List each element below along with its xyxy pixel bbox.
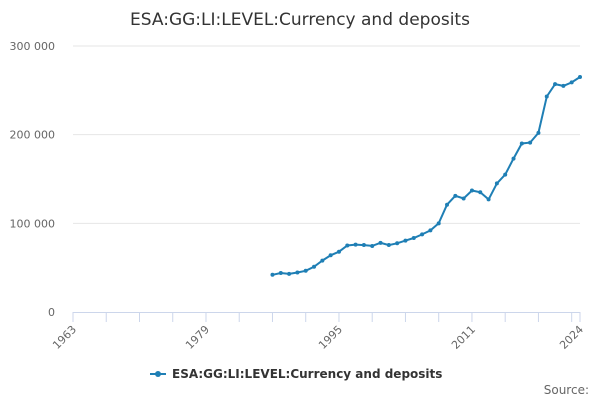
legend-series-label: ESA:GG:LI:LEVEL:Currency and deposits bbox=[172, 367, 442, 381]
data-point[interactable] bbox=[361, 243, 366, 248]
data-point[interactable] bbox=[320, 258, 325, 263]
y-tick-label: 100 000 bbox=[10, 217, 56, 230]
data-point[interactable] bbox=[528, 140, 533, 145]
data-point[interactable] bbox=[461, 196, 466, 201]
x-tick-label: 2011 bbox=[449, 323, 478, 352]
data-point[interactable] bbox=[544, 94, 549, 99]
data-point[interactable] bbox=[395, 241, 400, 246]
y-tick-label: 0 bbox=[48, 306, 55, 319]
data-point[interactable] bbox=[345, 243, 350, 248]
data-point[interactable] bbox=[494, 181, 499, 186]
y-axis-ticks: 0 100 000 200 000 300 000 bbox=[10, 40, 56, 319]
data-point[interactable] bbox=[503, 172, 508, 177]
data-point[interactable] bbox=[312, 264, 317, 269]
series-line bbox=[272, 76, 581, 276]
data-point[interactable] bbox=[436, 221, 441, 226]
data-point[interactable] bbox=[486, 197, 491, 202]
y-tick-label: 200 000 bbox=[10, 129, 56, 142]
x-tick-label: 2024 bbox=[557, 323, 586, 352]
series-layer bbox=[270, 75, 582, 277]
legend[interactable]: ESA:GG:LI:LEVEL:Currency and deposits bbox=[150, 367, 442, 381]
data-point[interactable] bbox=[453, 193, 458, 198]
data-point[interactable] bbox=[295, 270, 300, 275]
data-point[interactable] bbox=[511, 156, 516, 161]
data-point[interactable] bbox=[336, 249, 341, 254]
data-point[interactable] bbox=[428, 228, 433, 233]
data-point[interactable] bbox=[270, 272, 275, 277]
data-point[interactable] bbox=[561, 83, 566, 88]
data-point[interactable] bbox=[403, 238, 408, 243]
data-point[interactable] bbox=[519, 141, 524, 146]
data-point[interactable] bbox=[411, 235, 416, 240]
data-point[interactable] bbox=[578, 75, 582, 80]
data-point[interactable] bbox=[386, 243, 391, 248]
y-tick-label: 300 000 bbox=[10, 40, 56, 53]
data-point[interactable] bbox=[420, 232, 425, 237]
data-point[interactable] bbox=[370, 243, 375, 248]
x-tick-label: 1963 bbox=[50, 323, 79, 352]
x-tick-label: 1995 bbox=[316, 323, 345, 352]
source-label: Source: bbox=[544, 383, 589, 397]
data-point[interactable] bbox=[536, 130, 541, 135]
data-point[interactable] bbox=[353, 242, 358, 247]
data-point[interactable] bbox=[278, 270, 283, 275]
x-tick-label: 1979 bbox=[183, 323, 212, 352]
data-point[interactable] bbox=[303, 268, 308, 273]
data-point[interactable] bbox=[445, 202, 450, 207]
data-point[interactable] bbox=[569, 80, 574, 85]
data-point[interactable] bbox=[478, 190, 483, 195]
data-point[interactable] bbox=[469, 188, 474, 193]
legend-point-marker bbox=[155, 371, 161, 377]
data-point[interactable] bbox=[553, 82, 558, 87]
x-axis: 1963 1979 1995 2011 2024 bbox=[50, 312, 586, 352]
grid-layer bbox=[73, 45, 580, 224]
chart-title: ESA:GG:LI:LEVEL:Currency and deposits bbox=[130, 10, 470, 30]
data-point[interactable] bbox=[378, 240, 383, 245]
data-point[interactable] bbox=[287, 271, 292, 276]
data-point[interactable] bbox=[328, 253, 333, 258]
